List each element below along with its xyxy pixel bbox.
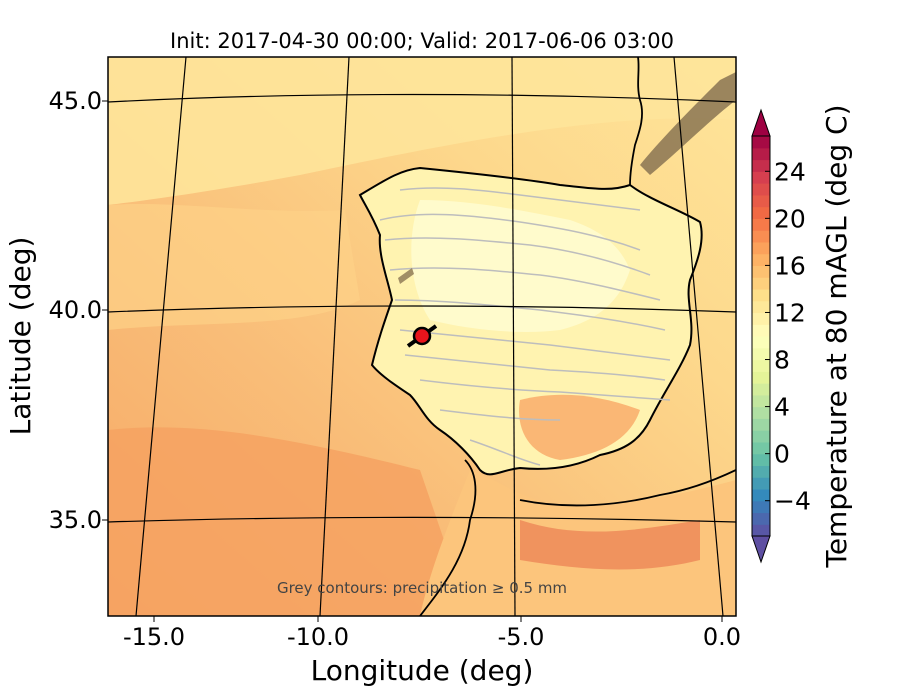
colorbar-band [752, 500, 770, 514]
meridian-10w [319, 57, 350, 616]
y-axis-label: Latitude (deg) [4, 237, 37, 436]
colorbar-band [752, 312, 770, 325]
x-axis: -15.0 -10.0 -5.0 0.0 Longitude (deg) [123, 616, 741, 687]
colorbar-extend-min [751, 535, 771, 564]
x-axis-label: Longitude (deg) [311, 654, 534, 687]
colorbar-band [752, 488, 770, 502]
colorbar-band [752, 136, 770, 149]
colorbar-tick-label: 16 [774, 251, 806, 280]
y-tick-label: 40.0 [49, 296, 102, 324]
colorbar-tick-label: −4 [774, 487, 811, 516]
colorbar-tick-label: 12 [774, 298, 806, 327]
colorbar-band [752, 359, 770, 372]
coastal-relief [398, 268, 414, 284]
colorbar: −4 0 4 8 12 16 20 24 Temperature at 80 mAGL (de… [751, 104, 853, 569]
x-tick-label: -10.0 [287, 623, 349, 651]
colorbar-tick-label: 24 [774, 157, 806, 186]
sea-band-warm-south [108, 427, 470, 616]
x-tick-label: 0.0 [703, 623, 741, 651]
colorbar-frame [751, 135, 771, 537]
colorbar-band [752, 171, 770, 184]
sea-band-mid [108, 203, 360, 330]
site-marker [406, 324, 438, 348]
precip-annotation: Grey contours: precipitation ≥ 0.5 mm [277, 579, 567, 597]
parallel-45 [108, 93, 736, 103]
parallel-40 [108, 305, 736, 313]
colorbar-band [752, 218, 770, 231]
colorbar-band [752, 230, 770, 243]
africa-coast [419, 459, 736, 616]
iberia-interior [411, 200, 630, 332]
colorbar-band [752, 383, 770, 396]
colorbar-band [752, 524, 770, 537]
colorbar-bands [751, 108, 771, 564]
colorbar-band [752, 206, 770, 219]
precip-contours [379, 187, 671, 466]
map-frame [107, 56, 737, 617]
colorbar-band [752, 241, 770, 255]
colorbar-tick-label: 20 [774, 204, 806, 233]
colorbar-band [752, 336, 770, 349]
colorbar-band [752, 265, 770, 278]
map-title: Init: 2017-04-30 00:00; Valid: 2017-06-0… [170, 29, 674, 53]
colorbar-band [752, 465, 770, 478]
colorbar-band [752, 253, 770, 267]
colorbar-tick-label: 0 [774, 440, 790, 469]
colorbar-band [752, 441, 770, 455]
colorbar-ticks: −4 0 4 8 12 16 20 24 [765, 157, 811, 516]
colorbar-band [752, 394, 770, 408]
colorbar-band [752, 512, 770, 525]
map-panel: Grey contours: precipitation ≥ 0.5 mm [108, 57, 736, 616]
colorbar-band [752, 183, 770, 196]
colorbar-extend-max [751, 108, 771, 137]
colorbar-band [752, 418, 770, 431]
colorbar-band [752, 406, 770, 419]
meridian-0 [673, 57, 724, 616]
y-axis: 45.0 40.0 35.0 Latitude (deg) [4, 87, 108, 534]
x-tick-label: -15.0 [123, 623, 185, 651]
colorbar-band [752, 371, 770, 384]
colorbar-tick-label: 8 [774, 346, 790, 375]
y-tick-label: 35.0 [49, 506, 102, 534]
colorbar-band [752, 277, 770, 290]
colorbar-label: Temperature at 80 mAGL (deg C) [820, 104, 853, 568]
colorbar-band [752, 300, 770, 314]
colorbar-band [752, 159, 770, 172]
atlas-warm-zone [520, 520, 700, 570]
colorbar-band [752, 430, 770, 443]
meridian-15w [135, 57, 187, 616]
parallel-35 [108, 516, 736, 523]
site-marker-dot [412, 326, 432, 346]
x-tick-label: -5.0 [498, 623, 545, 651]
colorbar-band [752, 288, 770, 302]
graticule [108, 57, 736, 616]
france-coast [629, 57, 643, 186]
sea-band-cool-north [108, 57, 736, 205]
colorbar-band [752, 147, 770, 161]
colorbar-band [752, 477, 770, 490]
colorbar-tick-label: 4 [774, 393, 790, 422]
meridian-5w [511, 57, 516, 616]
colorbar-band [752, 324, 770, 337]
colorbar-band [752, 194, 770, 208]
alps-relief [640, 72, 736, 175]
colorbar-band [752, 453, 770, 467]
colorbar-band [752, 347, 770, 361]
iberia-southeast-warm [519, 394, 640, 460]
y-tick-label: 45.0 [49, 87, 102, 115]
